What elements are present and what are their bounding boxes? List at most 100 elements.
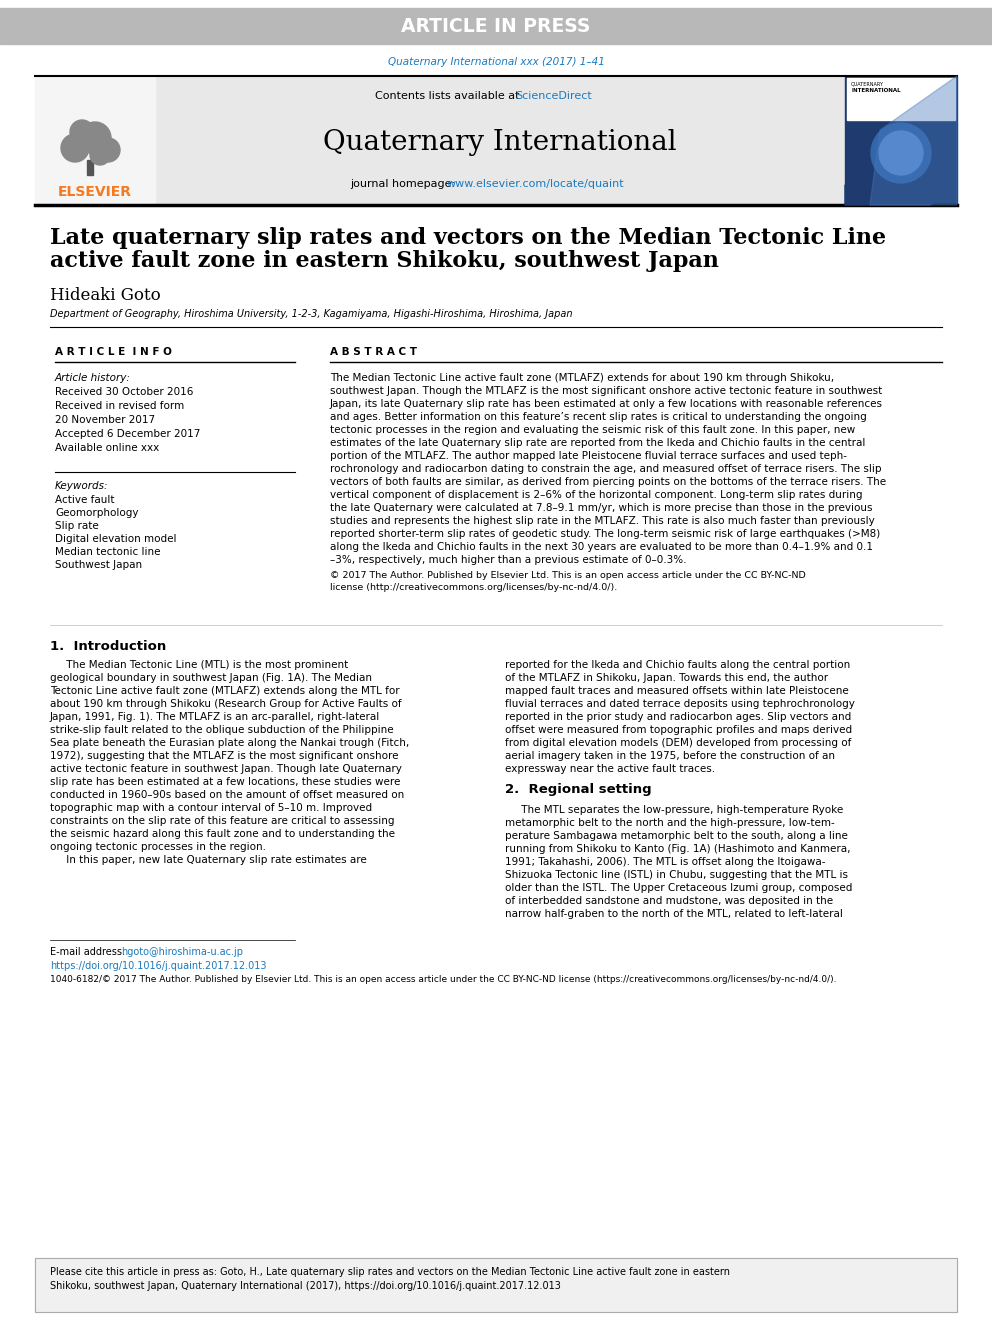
Text: The Median Tectonic Line (MTL) is the most prominent: The Median Tectonic Line (MTL) is the mo…: [50, 660, 348, 669]
Circle shape: [79, 122, 111, 153]
Text: rochronology and radiocarbon dating to constrain the age, and measured offset of: rochronology and radiocarbon dating to c…: [330, 464, 882, 474]
Bar: [35, 75, 155, 205]
Text: ARTICLE IN PRESS: ARTICLE IN PRESS: [402, 16, 590, 36]
Bar: [35, 1258, 957, 1312]
Text: slip rate has been estimated at a few locations, these studies were: slip rate has been estimated at a few lo…: [50, 777, 401, 787]
Text: southwest Japan. Though the MTLAFZ is the most significant onshore active tecton: southwest Japan. Though the MTLAFZ is th…: [330, 386, 882, 396]
Text: A R T I C L E  I N F O: A R T I C L E I N F O: [55, 347, 172, 357]
Text: and ages. Better information on this feature’s recent slip rates is critical to : and ages. Better information on this fea…: [330, 411, 867, 422]
Text: of the MTLAFZ in Shikoku, Japan. Towards this end, the author: of the MTLAFZ in Shikoku, Japan. Towards…: [505, 673, 828, 683]
Text: fluvial terraces and dated terrace deposits using tephrochronology: fluvial terraces and dated terrace depos…: [505, 699, 855, 709]
Text: reported for the Ikeda and Chichio faults along the central portion: reported for the Ikeda and Chichio fault…: [505, 660, 850, 669]
Text: ScienceDirect: ScienceDirect: [515, 91, 592, 101]
Text: strike-slip fault related to the oblique subduction of the Philippine: strike-slip fault related to the oblique…: [50, 725, 394, 736]
Text: metamorphic belt to the north and the high-pressure, low-tem-: metamorphic belt to the north and the hi…: [505, 818, 834, 828]
Text: constraints on the slip rate of this feature are critical to assessing: constraints on the slip rate of this fea…: [50, 816, 395, 826]
Text: Tectonic Line active fault zone (MTLAFZ) extends along the MTL for: Tectonic Line active fault zone (MTLAFZ)…: [50, 687, 400, 696]
Text: –3%, respectively, much higher than a previous estimate of 0–0.3%.: –3%, respectively, much higher than a pr…: [330, 556, 686, 565]
Text: active fault zone in eastern Shikoku, southwest Japan: active fault zone in eastern Shikoku, so…: [50, 250, 719, 273]
Text: studies and represents the highest slip rate in the MTLAFZ. This rate is also mu: studies and represents the highest slip …: [330, 516, 875, 527]
Text: perature Sambagawa metamorphic belt to the south, along a line: perature Sambagawa metamorphic belt to t…: [505, 831, 848, 841]
Text: Japan, its late Quaternary slip rate has been estimated at only a few locations : Japan, its late Quaternary slip rate has…: [330, 400, 883, 409]
Text: Digital elevation model: Digital elevation model: [55, 534, 177, 544]
Text: 1.  Introduction: 1. Introduction: [50, 639, 167, 652]
Circle shape: [879, 131, 923, 175]
Text: Received in revised form: Received in revised form: [55, 401, 185, 411]
Text: from digital elevation models (DEM) developed from processing of: from digital elevation models (DEM) deve…: [505, 738, 851, 747]
Circle shape: [96, 138, 120, 161]
Text: Southwest Japan: Southwest Japan: [55, 560, 142, 570]
Text: geological boundary in southwest Japan (Fig. 1A). The Median: geological boundary in southwest Japan (…: [50, 673, 372, 683]
Text: running from Shikoku to Kanto (Fig. 1A) (Hashimoto and Kanmera,: running from Shikoku to Kanto (Fig. 1A) …: [505, 844, 850, 855]
Text: Geomorphology: Geomorphology: [55, 508, 139, 519]
Bar: [35, 1258, 957, 1312]
Text: the late Quaternary were calculated at 7.8–9.1 mm/yr, which is more precise than: the late Quaternary were calculated at 7…: [330, 503, 873, 513]
Text: Active fault: Active fault: [55, 495, 114, 505]
Text: Article history:: Article history:: [55, 373, 131, 382]
Text: license (http://creativecommons.org/licenses/by-nc-nd/4.0/).: license (http://creativecommons.org/lice…: [330, 583, 617, 593]
Text: ongoing tectonic processes in the region.: ongoing tectonic processes in the region…: [50, 841, 266, 852]
Text: Received 30 October 2016: Received 30 October 2016: [55, 388, 193, 397]
Text: Hideaki Goto: Hideaki Goto: [50, 287, 161, 303]
Text: 20 November 2017: 20 November 2017: [55, 415, 155, 425]
Text: estimates of the late Quaternary slip rate are reported from the Ikeda and Chich: estimates of the late Quaternary slip ra…: [330, 438, 865, 448]
Text: A B S T R A C T: A B S T R A C T: [330, 347, 417, 357]
Text: 1972), suggesting that the MTLAFZ is the most significant onshore: 1972), suggesting that the MTLAFZ is the…: [50, 751, 399, 761]
Text: © 2017 The Author. Published by Elsevier Ltd. This is an open access article und: © 2017 The Author. Published by Elsevier…: [330, 570, 806, 579]
Text: E-mail address:: E-mail address:: [50, 947, 128, 957]
Circle shape: [61, 134, 89, 161]
Text: vectors of both faults are similar, as derived from piercing points on the botto: vectors of both faults are similar, as d…: [330, 478, 886, 487]
Text: Keywords:: Keywords:: [55, 482, 108, 491]
Text: Quaternary International xxx (2017) 1–41: Quaternary International xxx (2017) 1–41: [388, 57, 604, 67]
Text: www.elsevier.com/locate/quaint: www.elsevier.com/locate/quaint: [447, 179, 625, 189]
Text: ELSEVIER: ELSEVIER: [58, 185, 132, 198]
Bar: [847, 78, 955, 120]
Text: In this paper, new late Quaternary slip rate estimates are: In this paper, new late Quaternary slip …: [50, 855, 367, 865]
Text: portion of the MTLAFZ. The author mapped late Pleistocene fluvial terrace surfac: portion of the MTLAFZ. The author mapped…: [330, 451, 847, 460]
Text: topographic map with a contour interval of 5–10 m. Improved: topographic map with a contour interval …: [50, 803, 372, 814]
Text: Accepted 6 December 2017: Accepted 6 December 2017: [55, 429, 200, 439]
Text: offset were measured from topographic profiles and maps derived: offset were measured from topographic pr…: [505, 725, 852, 736]
Bar: [0, 8, 992, 44]
Text: The Median Tectonic Line active fault zone (MTLAFZ) extends for about 190 km thr: The Median Tectonic Line active fault zo…: [330, 373, 834, 382]
Text: expressway near the active fault traces.: expressway near the active fault traces.: [505, 763, 715, 774]
Polygon shape: [87, 160, 93, 175]
Polygon shape: [845, 185, 957, 205]
Text: https://doi.org/10.1016/j.quaint.2017.12.013: https://doi.org/10.1016/j.quaint.2017.12…: [50, 960, 267, 971]
Text: reported shorter-term slip rates of geodetic study. The long-term seismic risk o: reported shorter-term slip rates of geod…: [330, 529, 880, 538]
Text: aerial imagery taken in the 1975, before the construction of an: aerial imagery taken in the 1975, before…: [505, 751, 835, 761]
Bar: [845, 75, 957, 205]
Text: 1040-6182/© 2017 The Author. Published by Elsevier Ltd. This is an open access a: 1040-6182/© 2017 The Author. Published b…: [50, 975, 836, 984]
Text: Median tectonic line: Median tectonic line: [55, 546, 161, 557]
Text: Shikoku, southwest Japan, Quaternary International (2017), https://doi.org/10.10: Shikoku, southwest Japan, Quaternary Int…: [50, 1281, 560, 1291]
Text: active tectonic feature in southwest Japan. Though late Quaternary: active tectonic feature in southwest Jap…: [50, 763, 402, 774]
Text: 1991; Takahashi, 2006). The MTL is offset along the Itoigawa-: 1991; Takahashi, 2006). The MTL is offse…: [505, 857, 825, 867]
Text: Shizuoka Tectonic line (ISTL) in Chubu, suggesting that the MTL is: Shizuoka Tectonic line (ISTL) in Chubu, …: [505, 871, 848, 880]
Text: Sea plate beneath the Eurasian plate along the Nankai trough (Fitch,: Sea plate beneath the Eurasian plate alo…: [50, 738, 410, 747]
Text: the seismic hazard along this fault zone and to understanding the: the seismic hazard along this fault zone…: [50, 830, 395, 839]
Text: reported in the prior study and radiocarbon ages. Slip vectors and: reported in the prior study and radiocar…: [505, 712, 851, 722]
Text: conducted in 1960–90s based on the amount of offset measured on: conducted in 1960–90s based on the amoun…: [50, 790, 405, 800]
Bar: [155, 75, 845, 205]
Text: journal homepage:: journal homepage:: [350, 179, 458, 189]
Text: vertical component of displacement is 2–6% of the horizontal component. Long-ter: vertical component of displacement is 2–…: [330, 490, 862, 500]
Circle shape: [70, 120, 94, 144]
Polygon shape: [870, 75, 957, 205]
Text: of interbedded sandstone and mudstone, was deposited in the: of interbedded sandstone and mudstone, w…: [505, 896, 833, 906]
Text: tectonic processes in the region and evaluating the seismic risk of this fault z: tectonic processes in the region and eva…: [330, 425, 855, 435]
Text: Please cite this article in press as: Goto, H., Late quaternary slip rates and v: Please cite this article in press as: Go…: [50, 1267, 730, 1277]
Text: along the Ikeda and Chichio faults in the next 30 years are evaluated to be more: along the Ikeda and Chichio faults in th…: [330, 542, 873, 552]
Text: Slip rate: Slip rate: [55, 521, 99, 531]
Text: QUATERNARY: QUATERNARY: [851, 82, 884, 86]
Text: Contents lists available at: Contents lists available at: [375, 91, 523, 101]
Text: mapped fault traces and measured offsets within late Pleistocene: mapped fault traces and measured offsets…: [505, 687, 849, 696]
Text: The MTL separates the low-pressure, high-temperature Ryoke: The MTL separates the low-pressure, high…: [505, 804, 843, 815]
Text: INTERNATIONAL: INTERNATIONAL: [851, 89, 901, 94]
Text: older than the ISTL. The Upper Cretaceous Izumi group, composed: older than the ISTL. The Upper Cretaceou…: [505, 882, 852, 893]
Text: Late quaternary slip rates and vectors on the Median Tectonic Line: Late quaternary slip rates and vectors o…: [50, 228, 886, 249]
Text: narrow half-graben to the north of the MTL, related to left-lateral: narrow half-graben to the north of the M…: [505, 909, 843, 919]
Text: Department of Geography, Hiroshima University, 1-2-3, Kagamiyama, Higashi-Hirosh: Department of Geography, Hiroshima Unive…: [50, 310, 572, 319]
Text: hgoto@hiroshima-u.ac.jp: hgoto@hiroshima-u.ac.jp: [121, 947, 243, 957]
Text: 2.  Regional setting: 2. Regional setting: [505, 783, 652, 796]
Text: about 190 km through Shikoku (Research Group for Active Faults of: about 190 km through Shikoku (Research G…: [50, 699, 402, 709]
